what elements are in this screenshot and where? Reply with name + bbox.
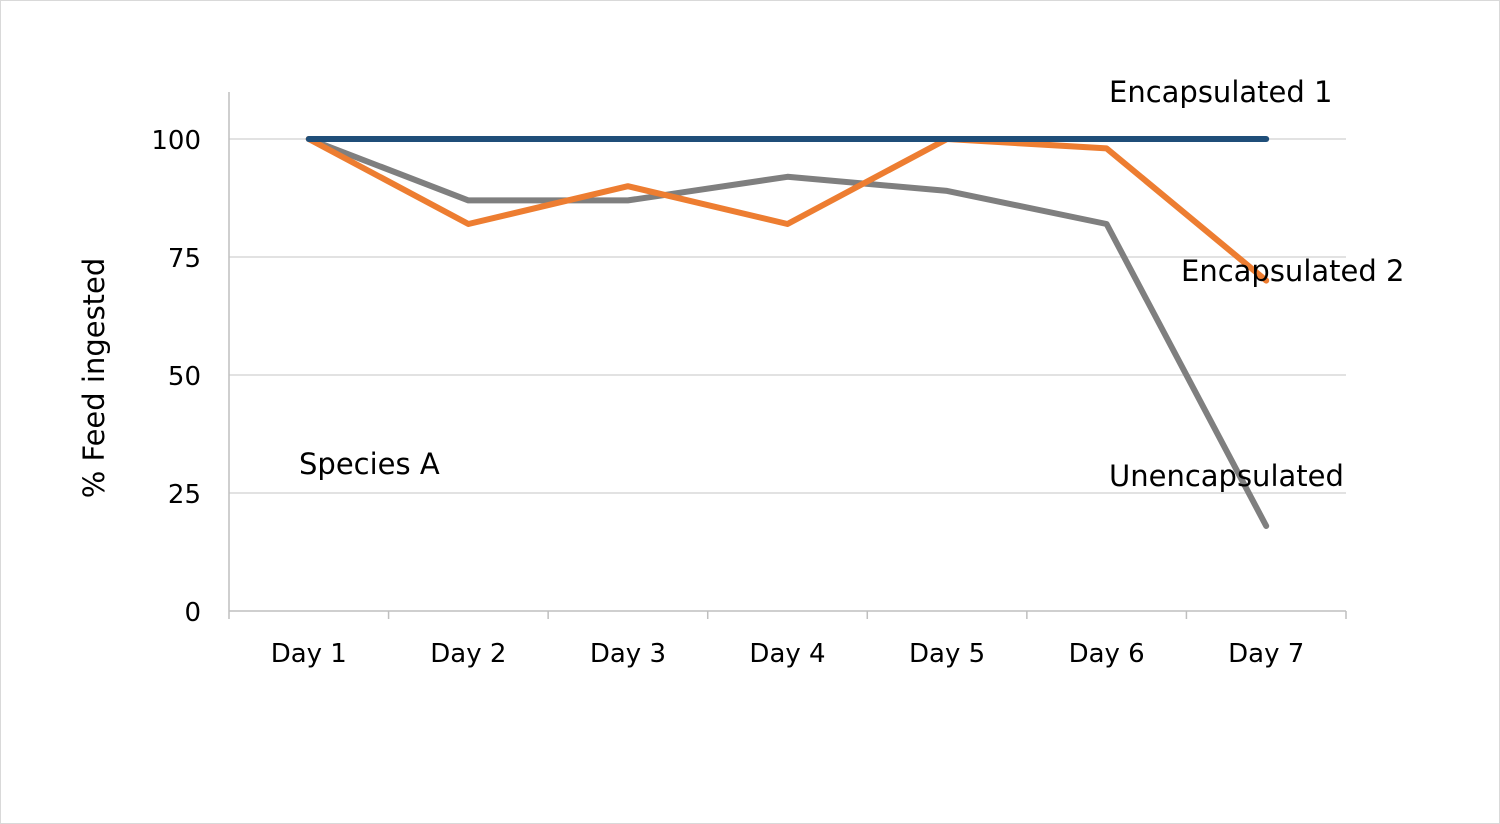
y-tick-label-100: 100 bbox=[151, 126, 201, 156]
gridlines bbox=[229, 138, 1346, 494]
y-tick-label-0: 0 bbox=[184, 598, 201, 628]
y-tick-label-50: 50 bbox=[168, 362, 201, 392]
x-tick-label-7: Day 7 bbox=[1228, 639, 1304, 669]
annotation-species: Species A bbox=[299, 447, 440, 481]
x-tick-label-1: Day 1 bbox=[271, 639, 347, 669]
annotation-encapsulated-1: Encapsulated 1 bbox=[1109, 75, 1332, 109]
x-tick-label-6: Day 6 bbox=[1069, 639, 1145, 669]
x-tick-labels: Day 1 Day 2 Day 3 Day 4 Day 5 Day 6 Day 7 bbox=[271, 639, 1305, 669]
y-axis-title: % Feed ingested bbox=[77, 258, 111, 499]
annotation-encapsulated-2: Encapsulated 2 bbox=[1181, 254, 1404, 288]
y-tick-label-25: 25 bbox=[168, 480, 201, 510]
x-tick-label-2: Day 2 bbox=[430, 639, 506, 669]
x-tick-label-4: Day 4 bbox=[749, 639, 825, 669]
y-tick-label-75: 75 bbox=[168, 244, 201, 274]
x-tick-label-3: Day 3 bbox=[590, 639, 666, 669]
series-line-encapsulated-2 bbox=[305, 136, 1270, 284]
y-tick-labels: 0 25 50 75 100 bbox=[151, 126, 201, 628]
annotation-unencapsulated: Unencapsulated bbox=[1109, 459, 1344, 493]
x-tick-label-5: Day 5 bbox=[909, 639, 985, 669]
series-line-unencapsulated bbox=[305, 136, 1270, 529]
series-lines bbox=[305, 136, 1270, 529]
axes bbox=[228, 92, 1347, 619]
